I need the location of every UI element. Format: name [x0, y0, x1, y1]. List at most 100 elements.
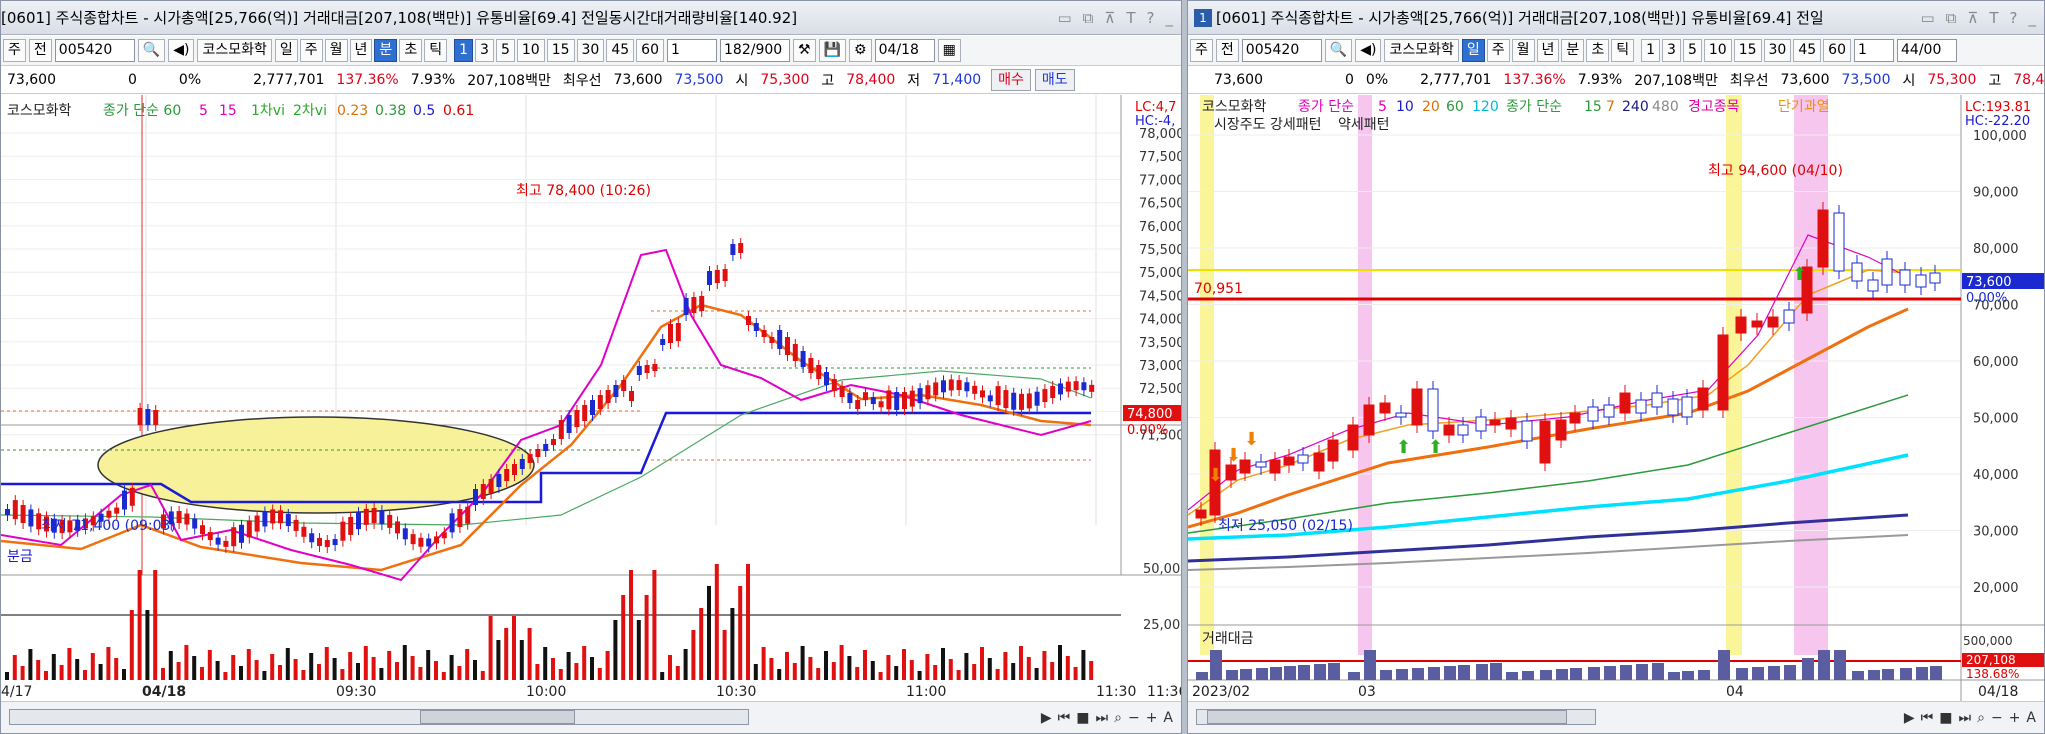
period-tab-4[interactable]: 분	[374, 39, 398, 62]
interval-tab-4[interactable]: 15	[546, 39, 575, 62]
period-tab-2[interactable]: 월	[324, 39, 348, 62]
price-volume-plot[interactable]: 100,000 90,000 80,000 70,000 60,000 50,000 40,…	[1188, 95, 2044, 701]
play-icon[interactable]: ▶	[1040, 709, 1052, 726]
volume-bar	[1042, 651, 1047, 680]
mode-select[interactable]: 주	[3, 39, 26, 62]
interval-tab-6[interactable]: 45	[1793, 39, 1822, 62]
candle-body	[270, 509, 276, 524]
period-tab-0[interactable]: 일	[1461, 39, 1485, 62]
period-tab-3[interactable]: 년	[1536, 39, 1560, 62]
candle-body	[480, 484, 486, 499]
maximize-icon[interactable]: ⧉	[1082, 9, 1094, 27]
count-input[interactable]: 44/00	[1897, 39, 1957, 62]
scroll-thumb[interactable]	[1207, 710, 1567, 724]
time-tick-label: 4/17	[1, 684, 32, 700]
sound-icon[interactable]: ◀)	[1355, 39, 1382, 62]
play-icon[interactable]: ▶	[1903, 709, 1915, 726]
period-tab-5[interactable]: 초	[399, 39, 423, 62]
prev-button[interactable]: 전	[1215, 39, 1239, 62]
search-icon[interactable]: 🔍	[137, 39, 166, 62]
period-tab-4[interactable]: 분	[1561, 39, 1585, 62]
save-icon[interactable]: 💾	[818, 39, 846, 62]
prev-button[interactable]: 전	[28, 39, 52, 62]
candle-body	[215, 537, 221, 545]
zoom-out-icon[interactable]: −	[1127, 709, 1140, 726]
interval-tab-6[interactable]: 45	[606, 39, 635, 62]
restore-icon[interactable]: ▭	[1920, 9, 1935, 27]
mode-select[interactable]: 주	[1190, 39, 1213, 62]
unit-input[interactable]: 1	[667, 39, 717, 62]
stock-name[interactable]: 코스모화학	[1384, 39, 1459, 62]
rewind-icon[interactable]: ⏮	[1920, 709, 1934, 726]
help-icon[interactable]: ?	[1146, 9, 1155, 27]
candle-body	[1395, 412, 1407, 418]
volume-bar	[597, 668, 602, 680]
zoom-icon[interactable]: ⌕	[1977, 709, 1985, 726]
candle-body	[1915, 274, 1927, 288]
sound-icon[interactable]: ◀)	[168, 39, 195, 62]
forward-icon[interactable]: ⏭	[1958, 709, 1972, 726]
interval-tab-5[interactable]: 30	[1763, 39, 1792, 62]
period-tab-1[interactable]: 주	[299, 39, 323, 62]
zoom-in-icon[interactable]: +	[1145, 709, 1158, 726]
font-icon[interactable]: T	[1126, 9, 1136, 27]
rewind-icon[interactable]: ⏮	[1057, 709, 1071, 726]
price-tick-label: 30,000	[1973, 525, 2019, 540]
sell-button[interactable]: 매도	[1034, 69, 1075, 91]
pin-icon[interactable]: ⊼	[1967, 9, 1979, 27]
zoom-in-icon[interactable]: +	[2008, 709, 2021, 726]
period-tab-3[interactable]: 년	[349, 39, 373, 62]
restore-icon[interactable]: ▭	[1057, 9, 1072, 27]
minimize-icon[interactable]: _	[1165, 9, 1174, 27]
font-size-icon[interactable]: A	[2026, 709, 2036, 726]
maximize-icon[interactable]: ⧉	[1945, 9, 1957, 27]
price-volume-plot[interactable]: 78,000 77,500 77,000 76,500 76,000 75,500 75,0…	[1, 95, 1181, 701]
period-tab-6[interactable]: 틱	[1611, 39, 1635, 62]
count-input[interactable]: 182/900	[720, 39, 790, 62]
interval-tab-4[interactable]: 15	[1733, 39, 1762, 62]
calendar-icon[interactable]: ▦	[937, 39, 961, 62]
horizontal-scrollbar[interactable]	[1196, 709, 1596, 725]
stock-name[interactable]: 코스모화학	[197, 39, 272, 62]
interval-tab-2[interactable]: 5	[495, 39, 515, 62]
period-tab-0[interactable]: 일	[274, 39, 298, 62]
date-input[interactable]: 04/18	[874, 39, 935, 62]
help-icon[interactable]: ?	[2009, 9, 2018, 27]
stop-icon[interactable]: ■	[1076, 709, 1090, 726]
stock-code-input[interactable]: 005420	[54, 39, 135, 62]
volume-bar	[1081, 650, 1086, 680]
interval-tab-0[interactable]: 1	[1641, 39, 1661, 62]
candle-body	[239, 524, 244, 543]
buy-button[interactable]: 매수	[991, 69, 1031, 91]
interval-tab-3[interactable]: 10	[516, 39, 545, 62]
period-tab-5[interactable]: 초	[1586, 39, 1610, 62]
zoom-icon[interactable]: ⌕	[1114, 709, 1122, 726]
pin-icon[interactable]: ⊼	[1104, 9, 1116, 27]
search-icon[interactable]: 🔍	[1324, 39, 1353, 62]
period-tab-2[interactable]: 월	[1511, 39, 1535, 62]
forward-icon[interactable]: ⏭	[1095, 709, 1109, 726]
font-size-icon[interactable]: A	[1163, 709, 1173, 726]
interval-tab-7[interactable]: 60	[636, 39, 664, 62]
stock-code-input[interactable]: 005420	[1241, 39, 1322, 62]
interval-tab-7[interactable]: 60	[1823, 39, 1851, 62]
candle-body	[1058, 383, 1063, 395]
unit-input[interactable]: 1	[1854, 39, 1894, 62]
interval-tab-5[interactable]: 30	[576, 39, 605, 62]
horizontal-scrollbar[interactable]	[9, 709, 749, 725]
period-tab-6[interactable]: 틱	[424, 39, 448, 62]
interval-tab-0[interactable]: 1	[454, 39, 474, 62]
interval-tab-2[interactable]: 5	[1682, 39, 1702, 62]
interval-tab-3[interactable]: 10	[1703, 39, 1732, 62]
stop-icon[interactable]: ■	[1939, 709, 1953, 726]
gear-icon[interactable]: ⚙	[849, 39, 872, 62]
period-tab-1[interactable]: 주	[1486, 39, 1510, 62]
interval-tab-1[interactable]: 3	[1662, 39, 1681, 62]
interval-tab-1[interactable]: 3	[475, 39, 494, 62]
draw-tool-icon[interactable]: ⚒	[793, 39, 816, 62]
scroll-thumb[interactable]	[420, 710, 575, 724]
font-icon[interactable]: T	[1989, 9, 1999, 27]
minimize-icon[interactable]: _	[2028, 9, 2037, 27]
zoom-out-icon[interactable]: −	[1990, 709, 2003, 726]
legend-over: 단기과열	[1778, 99, 1830, 115]
